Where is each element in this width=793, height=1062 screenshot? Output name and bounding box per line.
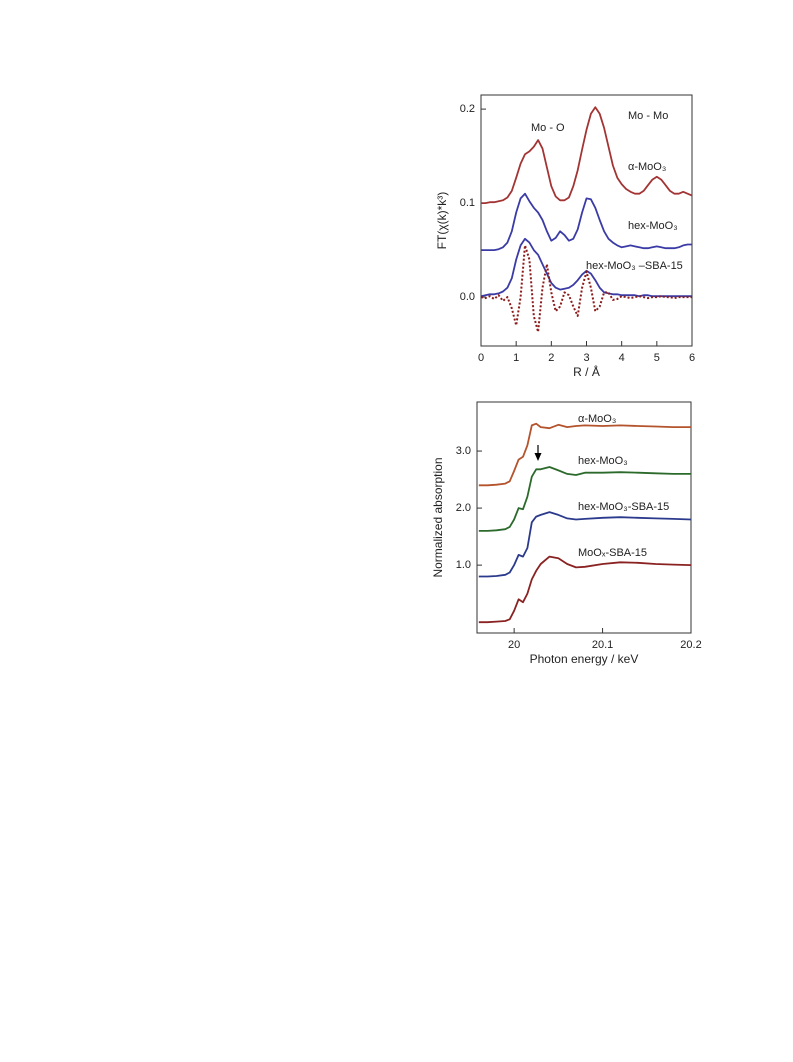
- annotation: Mo - Mo: [628, 110, 668, 122]
- x-tick-label: 4: [619, 352, 625, 364]
- plot-frame: [476, 401, 692, 634]
- x-tick-label: 20.2: [680, 639, 701, 651]
- series-label: hex-MoO₃: [578, 455, 628, 467]
- x-tick-label: 0: [478, 352, 484, 364]
- series-line: [478, 511, 692, 578]
- x-tick-label: 1: [513, 352, 519, 364]
- series-label: hex-MoO₃-SBA-15: [578, 501, 669, 513]
- series-label: hex-MoO₃: [628, 220, 678, 232]
- y-tick-label: 1.0: [456, 559, 471, 571]
- y-tick-label: 0.1: [460, 197, 475, 209]
- annotation: Mo - O: [531, 122, 565, 134]
- x-tick-label: 6: [689, 352, 695, 364]
- series-line: [478, 466, 691, 532]
- series-line: [480, 244, 692, 333]
- y-axis-label: Normalized absorption: [431, 457, 445, 577]
- arrow-head: [534, 453, 542, 461]
- x-tick-label: 20: [508, 639, 520, 651]
- y-tick-label: 2.0: [456, 502, 471, 514]
- y-tick-label: 0.2: [460, 103, 475, 115]
- series-label: α-MoO₃: [628, 161, 666, 173]
- series-line: [478, 422, 691, 487]
- series-line: [481, 192, 692, 251]
- series-line: [481, 106, 693, 204]
- y-tick-label: 0.0: [460, 291, 475, 303]
- series-label: α-MoO₃: [578, 413, 616, 425]
- series-label: MoOₓ-SBA-15: [578, 547, 647, 559]
- x-tick-label: 2: [548, 352, 554, 364]
- x-tick-label: 20.1: [592, 639, 613, 651]
- x-axis-label: R / Å: [573, 364, 600, 379]
- series-line: [478, 555, 692, 624]
- x-axis-label: Photon energy / keV: [530, 652, 639, 666]
- y-tick-label: 3.0: [456, 445, 471, 457]
- series-label: hex-MoO₃ –SBA-15: [586, 260, 683, 272]
- x-tick-label: 5: [654, 352, 660, 364]
- y-axis-label: FT(χ(k)*k³): [435, 192, 449, 250]
- x-tick-label: 3: [583, 352, 589, 364]
